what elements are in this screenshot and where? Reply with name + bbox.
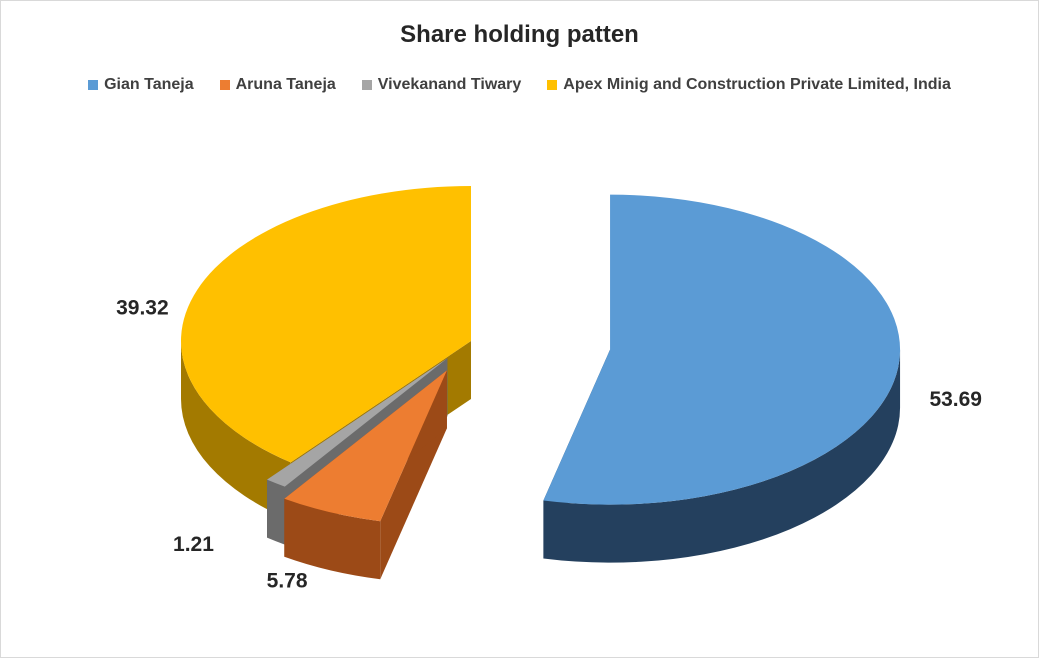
legend-item: Gian Taneja	[88, 76, 194, 94]
pie-slice	[284, 370, 447, 522]
pie-slice	[181, 186, 471, 463]
legend-item: Apex Minig and Construction Private Limi…	[547, 76, 951, 94]
legend-item: Vivekanand Tiwary	[361, 76, 522, 94]
chart-title: Share holding patten	[400, 21, 639, 48]
slice-tops	[181, 186, 901, 522]
pie-slice	[267, 358, 448, 487]
data-label: 5.78	[267, 569, 308, 592]
legend-item: Aruna Taneja	[219, 76, 336, 94]
legend: Gian Taneja Aruna Taneja Vivekanand Tiwary…	[1, 76, 1038, 94]
legend-swatch	[547, 80, 558, 90]
legend-swatch	[361, 80, 372, 90]
legend-label: Gian Taneja	[104, 76, 194, 93]
legend-swatch	[219, 80, 230, 90]
legend-label: Apex Minig and Construction Private Limi…	[563, 76, 951, 93]
legend-label: Vivekanand Tiwary	[377, 76, 522, 93]
data-labels: 53.69 5.78 1.21 39.32	[116, 297, 982, 593]
data-label: 39.32	[116, 297, 169, 320]
slice-outer-wall	[181, 341, 291, 521]
legend-swatch	[88, 80, 99, 90]
data-label: 1.21	[173, 533, 214, 556]
slice-outer-wall	[267, 479, 285, 545]
pie-slice	[543, 194, 901, 505]
data-label: 53.69	[929, 388, 982, 411]
slice-outer-wall	[543, 349, 901, 563]
legend-label: Aruna Taneja	[235, 76, 336, 93]
slice-outer-wall	[284, 498, 381, 580]
